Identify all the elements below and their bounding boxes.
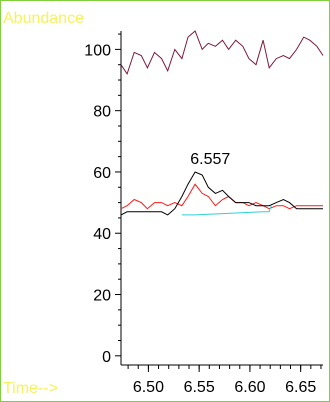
y-tick-label-0: 0	[102, 349, 111, 366]
x-tick-label-3: 6.65	[285, 379, 316, 396]
series-line-3	[181, 205, 272, 216]
y-tick-label-5: 100	[84, 42, 111, 59]
x-tick-label-1: 6.55	[184, 379, 215, 396]
peak-label: 6.557	[190, 151, 230, 168]
y-tick-label-4: 80	[93, 104, 111, 121]
y-tick-label-2: 40	[93, 226, 111, 243]
x-tick-label-2: 6.60	[234, 379, 265, 396]
axis-ticks: 0 20 40 60 80 100 6.50 6.55 6.60 6.65	[84, 33, 322, 396]
x-axis-title: Time-->	[3, 380, 58, 397]
y-axis-title: Abundance	[3, 10, 84, 27]
x-tick-label-0: 6.50	[133, 379, 164, 396]
series-line-1	[120, 183, 323, 210]
series-layer	[120, 30, 324, 216]
annotation-layer: 6.557	[190, 151, 230, 168]
y-tick-label-3: 60	[93, 165, 111, 182]
y-tick-label-1: 20	[93, 288, 111, 305]
series-line-2	[120, 171, 323, 216]
series-line-0	[120, 30, 324, 76]
